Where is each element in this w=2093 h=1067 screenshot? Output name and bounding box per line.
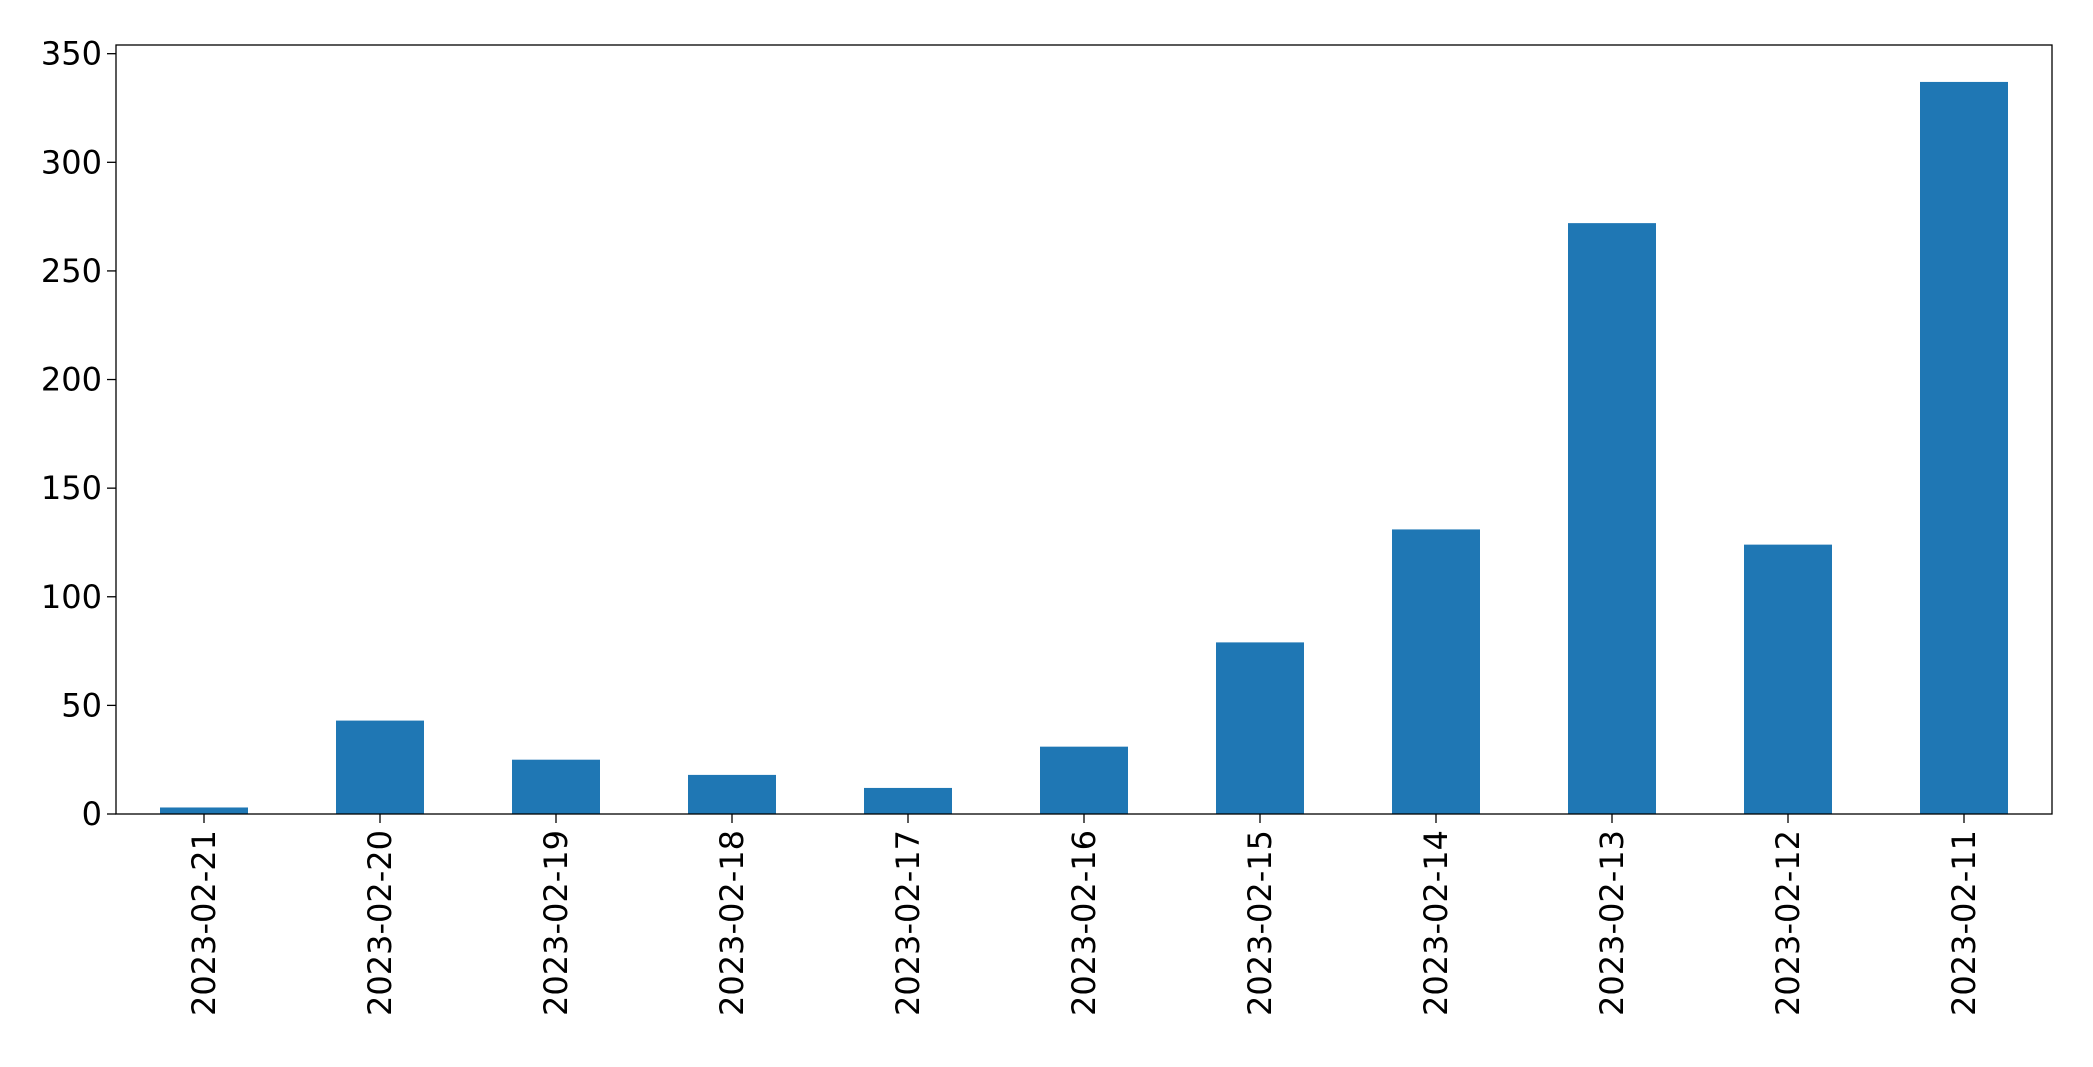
- bar: [1392, 529, 1480, 814]
- plot-frame: [115, 44, 2053, 815]
- x-tick-label: 2023-02-11: [1945, 830, 1983, 1016]
- bar: [1568, 223, 1656, 814]
- x-tick-label: 2023-02-16: [1065, 830, 1103, 1016]
- x-tick-label: 2023-02-15: [1241, 830, 1279, 1016]
- x-tick-label: 2023-02-14: [1417, 830, 1455, 1016]
- y-tick-label: 350: [41, 35, 102, 73]
- x-tick-label: 2023-02-12: [1769, 830, 1807, 1016]
- bar: [1920, 81, 2008, 814]
- y-tick-label: 50: [61, 686, 102, 724]
- bar: [1040, 746, 1128, 814]
- y-tick-label: 0: [82, 795, 102, 833]
- x-tick-label: 2023-02-18: [713, 830, 751, 1016]
- y-tick-label: 300: [41, 143, 102, 181]
- x-tick-label: 2023-02-21: [185, 830, 223, 1016]
- x-tick-label: 2023-02-13: [1593, 830, 1631, 1016]
- y-tick-label: 100: [41, 578, 102, 616]
- x-tick-label: 2023-02-19: [537, 830, 575, 1016]
- y-tick-label: 200: [41, 361, 102, 399]
- bar: [1216, 642, 1304, 814]
- x-tick-label: 2023-02-17: [889, 830, 927, 1016]
- x-tick-label: 2023-02-20: [361, 830, 399, 1016]
- y-tick-label: 150: [41, 469, 102, 507]
- bar: [688, 774, 776, 814]
- y-tick-label: 250: [41, 252, 102, 290]
- bar: [512, 759, 600, 814]
- bar: [160, 807, 248, 814]
- bar: [864, 787, 952, 814]
- bar: [1744, 544, 1832, 814]
- bar: [336, 720, 424, 814]
